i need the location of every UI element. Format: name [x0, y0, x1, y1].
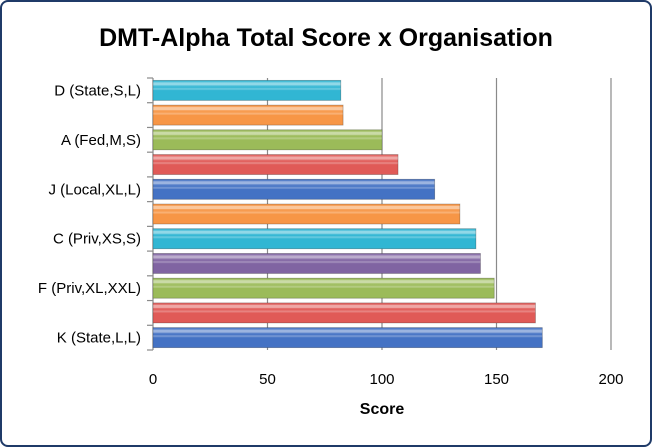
chart-title: DMT-Alpha Total Score x Organisation: [99, 24, 553, 52]
x-tick-label: 150: [484, 371, 509, 388]
x-axis-label: Score: [360, 401, 405, 418]
x-tick-label: 100: [369, 371, 394, 388]
y-tick-label: J (Local,XL,L): [48, 181, 141, 198]
y-tick-label: D (State,S,L): [54, 82, 141, 99]
bar: [152, 154, 399, 175]
x-tick-label: 0: [149, 371, 157, 388]
bar: [152, 129, 383, 151]
bar: [152, 253, 481, 274]
y-tick-label: F (Priv,XL,XXL): [38, 280, 141, 297]
bar: [152, 203, 461, 225]
bar: [152, 277, 495, 299]
bars: [152, 79, 543, 349]
y-tick-label: C (Priv,XS,S): [53, 231, 141, 248]
bar: [152, 178, 436, 200]
x-tick-label: 50: [259, 371, 276, 388]
x-tick-label: 200: [598, 371, 623, 388]
x-tick-labels: 0 50 100 150 200: [149, 371, 624, 388]
bar: [152, 228, 477, 250]
bar: [152, 302, 536, 324]
bar: [152, 327, 543, 349]
y-tick-label: K (State,L,L): [57, 330, 141, 347]
y-tick-label: A (Fed,M,S): [61, 132, 141, 149]
bar: [152, 104, 344, 126]
y-tick-labels: K (State,L,L) F (Priv,XL,XXL) C (Priv,XS,S…: [38, 82, 141, 346]
bar: [152, 79, 342, 101]
